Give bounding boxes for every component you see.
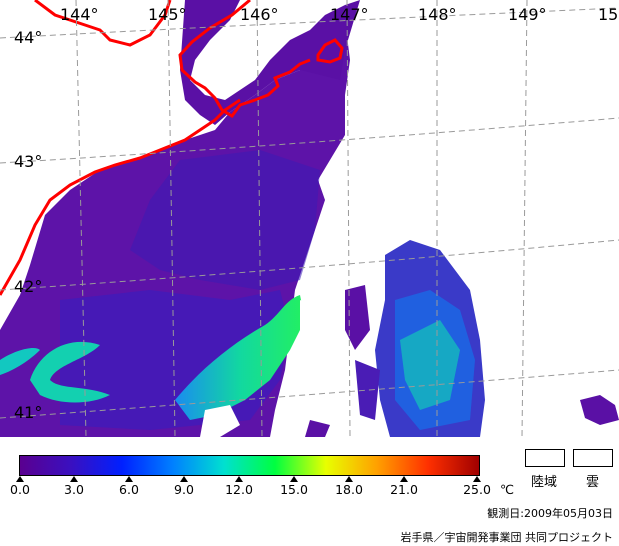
scale-tick xyxy=(345,476,353,482)
observation-date: 観測日:2009年05月03日 xyxy=(487,507,613,520)
scale-tick xyxy=(400,476,408,482)
land-key-label: 陸域 xyxy=(531,475,558,490)
sst-map: 144° 145° 146° 147° 148° 149° 15 44° 43°… xyxy=(0,0,619,437)
lon-label: 145° xyxy=(148,5,187,24)
scale-tick xyxy=(290,476,298,482)
lon-label: 148° xyxy=(418,5,457,24)
graticule xyxy=(0,0,619,437)
scale-tick-label: 0.0 xyxy=(10,482,30,497)
lon-label: 147° xyxy=(330,5,369,24)
lon-label: 144° xyxy=(60,5,99,24)
scale-tick-label: 25.0 xyxy=(463,482,491,497)
lat-label: 44° xyxy=(14,28,42,47)
scale-tick xyxy=(235,476,243,482)
sst-color-scale-bar xyxy=(19,455,480,476)
lat-label: 43° xyxy=(14,152,42,171)
lon-label: 146° xyxy=(240,5,279,24)
coastline-hokkaido xyxy=(0,98,241,296)
scale-tick-label: 15.0 xyxy=(280,482,308,497)
lat-label: 42° xyxy=(14,277,42,296)
scale-tick xyxy=(473,476,481,482)
lon-label: 149° xyxy=(508,5,547,24)
land-key-swatch xyxy=(525,449,565,467)
temperature-unit: ℃ xyxy=(500,482,515,497)
coastline-iturup xyxy=(316,38,344,64)
coastline-north xyxy=(34,0,172,47)
lat-label: 41° xyxy=(14,403,42,422)
scale-tick xyxy=(70,476,78,482)
scale-tick-label: 9.0 xyxy=(174,482,194,497)
scale-tick-label: 6.0 xyxy=(119,482,139,497)
lon-label: 15 xyxy=(598,5,618,24)
scale-tick-label: 18.0 xyxy=(335,482,363,497)
cloud-key-label: 雲 xyxy=(586,475,600,490)
cloud-key-swatch xyxy=(573,449,613,467)
scale-tick-label: 3.0 xyxy=(64,482,84,497)
scale-tick-label: 12.0 xyxy=(225,482,253,497)
scale-tick xyxy=(16,476,24,482)
scale-tick-label: 21.0 xyxy=(390,482,418,497)
credit-text: 岩手県／宇宙開発事業団 共同プロジェクト xyxy=(400,531,614,544)
coastline-kunashiri xyxy=(178,0,311,118)
warm-water-band xyxy=(175,295,305,420)
scale-tick xyxy=(125,476,133,482)
scale-tick xyxy=(180,476,188,482)
